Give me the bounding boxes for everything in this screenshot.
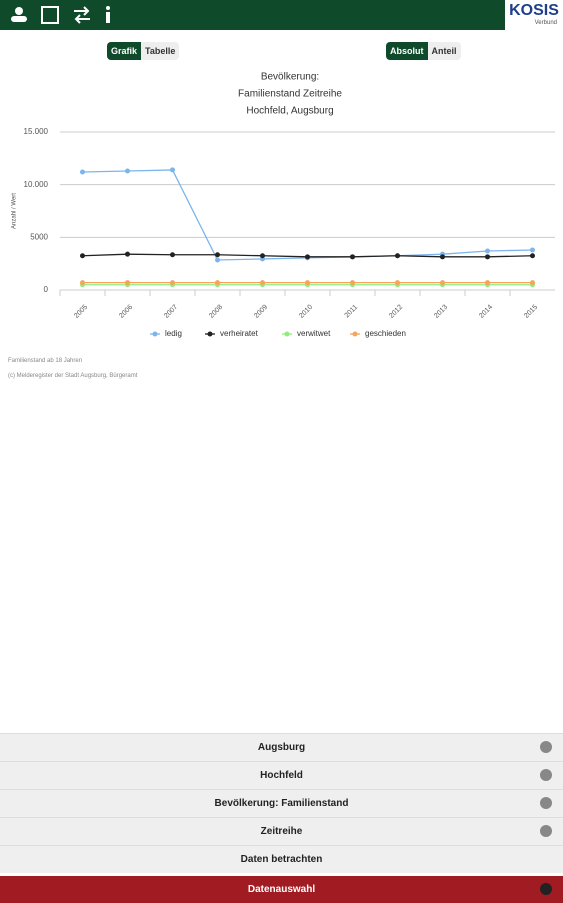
point [170,167,175,173]
toggle-button[interactable]: Grafik [107,42,142,60]
chevron [540,741,552,753]
menu-label: Zeitreihe [260,826,303,837]
toolbar [0,0,505,30]
point [125,168,130,174]
point [485,280,490,286]
point [260,280,265,286]
point [350,280,355,286]
footnote: Familienstand ab 18 Jahren [8,358,83,364]
point [485,248,490,254]
menu-label: Bevölkerung: Familienstand [214,798,349,809]
point [170,280,175,286]
menu-item[interactable]: Bevölkerung: Familienstand [0,789,563,817]
y-tick-label: 0 [44,285,49,294]
toggle-button[interactable]: Tabelle [141,42,180,60]
legend-item[interactable]: geschieden [350,329,406,338]
x-tick-label: 2010 [298,304,314,320]
logo[interactable]: KOSIS Verbund [505,0,563,30]
menu-label: Daten betrachten [240,854,323,865]
x-tick-label: 2014 [478,304,494,320]
point [80,253,85,259]
legend-item[interactable]: verwitwet [282,329,331,338]
point [80,280,85,286]
chart-title: Familienstand Zeitreihe [238,89,342,100]
legend-label: geschieden [365,329,406,338]
legend-item[interactable]: verheiratet [205,329,259,338]
x-tick-label: 2007 [163,304,179,320]
line [82,169,533,261]
legend-marker [152,331,158,337]
point [395,253,400,259]
x-tick-label: 2009 [253,304,269,320]
x-tick-label: 2015 [523,304,539,320]
point [395,280,400,286]
legend-marker [207,331,213,337]
x-tick-label: 2013 [433,304,449,320]
menu-item[interactable]: Augsburg [0,733,563,761]
x-tick-label: 2008 [208,304,224,320]
legend-label: verheiratet [220,329,259,338]
toolbar-icons [11,6,110,24]
point [440,280,445,286]
point [215,257,220,263]
chart: Bevölkerung: Familienstand Zeitreihe Hochf… [12,72,555,338]
x-tick-label: 2011 [344,304,360,320]
menu-item[interactable]: Daten betrachten [0,845,563,873]
point [485,254,490,260]
point [530,247,535,253]
toggle-button[interactable]: Absolut [386,42,428,60]
point [530,253,535,259]
chart-title: Bevölkerung: [261,72,319,83]
point [530,280,535,286]
point [125,251,130,257]
toggle-button[interactable]: Anteil [427,42,461,60]
legend-label: verwitwet [297,329,331,338]
chart-title: Hochfeld, Augsburg [246,106,333,117]
legend-item[interactable]: ledig [150,329,182,338]
point [80,169,85,175]
x-tick-label: 2012 [388,304,404,320]
menu-label: Hochfeld [260,770,303,781]
legend-marker [284,331,290,337]
menu-item[interactable]: Datenauswahl [0,876,563,903]
y-axis-label: Anzahl / Wert [12,193,18,229]
point [215,252,220,258]
x-tick-label: 2005 [73,304,89,320]
x-tick-label: 2006 [118,304,134,320]
point [305,254,310,260]
point [440,254,445,260]
chevron [540,769,552,781]
chevron [540,825,552,837]
menu-label: Augsburg [257,742,306,753]
point [125,280,130,286]
menu-item[interactable]: Zeitreihe [0,817,563,845]
point [350,254,355,260]
point [260,253,265,259]
footnote: (c) Melderegister der Stadt Augsburg, Bü… [8,373,138,379]
view-toggle: Grafik Tabelle [107,42,180,60]
chevron [540,883,552,895]
chevron [540,797,552,809]
y-tick-label: 5000 [30,232,48,241]
y-tick-label: 10.000 [24,180,49,189]
point [215,280,220,286]
mode-toggle: Absolut Anteil [386,42,461,60]
legend-marker [352,331,358,337]
legend-label: ledig [165,329,182,338]
logo-sub: Verbund [534,20,557,26]
menu-item[interactable]: Hochfeld [0,761,563,789]
y-tick-label: 15.000 [24,127,49,136]
point [170,252,175,258]
point [305,280,310,286]
logo-text: KOSIS [509,2,559,19]
menu-label: Datenauswahl [247,884,316,895]
